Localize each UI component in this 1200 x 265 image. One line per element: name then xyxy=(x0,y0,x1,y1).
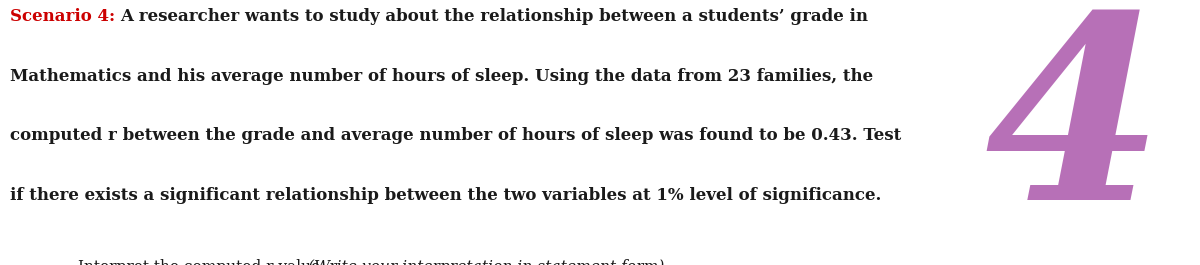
Text: Mathematics and his average number of hours of sleep. Using the data from 23 fam: Mathematics and his average number of ho… xyxy=(10,68,872,85)
Text: computed r between the grade and average number of hours of sleep was found to b: computed r between the grade and average… xyxy=(10,127,901,144)
Text: A researcher wants to study about the relationship between a students’ grade in: A researcher wants to study about the re… xyxy=(120,8,868,25)
Text: 4: 4 xyxy=(984,5,1164,254)
Text: (Write your interpretation in statement form): (Write your interpretation in statement … xyxy=(308,259,665,265)
Text: Scenario 4:: Scenario 4: xyxy=(10,8,115,25)
Text: Interpret the computed r value.: Interpret the computed r value. xyxy=(78,259,330,265)
Text: if there exists a significant relationship between the two variables at 1% level: if there exists a significant relationsh… xyxy=(10,187,881,204)
